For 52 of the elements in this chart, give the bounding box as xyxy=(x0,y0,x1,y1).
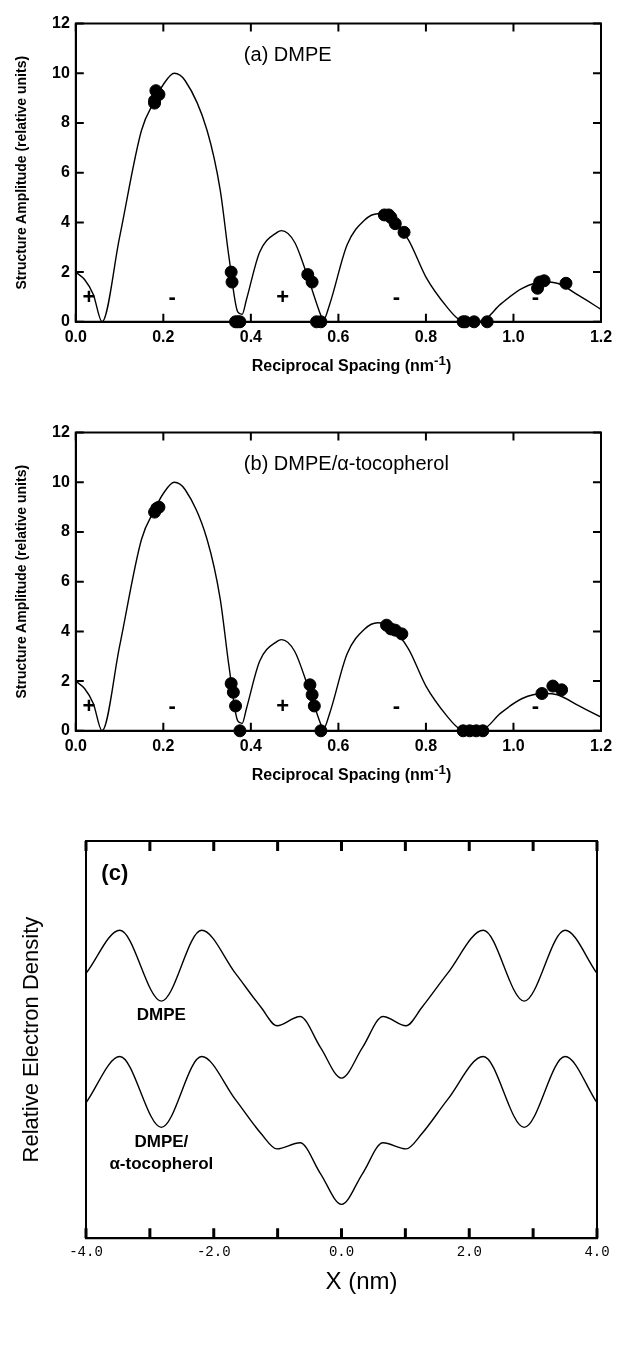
x-tick-label: 0.6 xyxy=(327,327,350,345)
y-tick-label: 6 xyxy=(60,572,70,590)
y-tick-label: 2 xyxy=(60,671,70,689)
y-tick-label: 4 xyxy=(60,212,70,230)
x-tick-label: -4.0 xyxy=(69,1243,103,1260)
y-tick-label: 10 xyxy=(52,473,70,491)
y-tick-label: 4 xyxy=(60,622,70,640)
annotation: - xyxy=(168,283,176,309)
y-axis-title: Structure Amplitude (relative units) xyxy=(12,465,29,699)
y-tick-label: 12 xyxy=(52,14,70,32)
y-tick-label: 2 xyxy=(60,262,70,280)
x-tick-label: 0.6 xyxy=(327,737,350,755)
annotation: - xyxy=(392,693,401,719)
series-label: DMPE/α-tocopherol xyxy=(109,1131,214,1173)
x-tick-label: 0.2 xyxy=(152,327,175,345)
x-tick-label: 0.2 xyxy=(152,737,175,755)
x-tick-label: 0.0 xyxy=(64,737,88,755)
y-tick-label: 8 xyxy=(60,113,70,131)
x-tick-label: -2.0 xyxy=(196,1243,231,1260)
x-tick-label: 1.2 xyxy=(589,327,613,345)
annotation: + xyxy=(276,283,290,309)
y-tick-label: 6 xyxy=(60,163,70,181)
x-tick-label: 0.4 xyxy=(239,737,263,755)
annotation: + xyxy=(276,693,290,719)
x-tick-label: 0.0 xyxy=(328,1243,355,1260)
y-tick-label: 12 xyxy=(52,423,70,441)
y-axis-title: Relative Electron Density xyxy=(18,916,44,1163)
x-axis-title: Reciprocal Spacing (nm$^{-1}$) xyxy=(250,762,453,785)
y-tick-label: 10 xyxy=(52,63,70,81)
x-axis-title: Reciprocal Spacing (nm$^{-1}$) xyxy=(250,353,453,376)
x-tick-label: 0.8 xyxy=(414,327,438,345)
x-axis-title: X (nm) xyxy=(324,1266,399,1295)
chart-title: (c) xyxy=(101,859,129,885)
x-tick-label: 1.2 xyxy=(589,737,613,755)
y-tick-label: 0 xyxy=(60,312,70,330)
x-tick-label: 0.0 xyxy=(64,327,88,345)
annotation: - xyxy=(531,283,540,309)
x-tick-label: 1.0 xyxy=(502,737,525,755)
y-tick-label: 0 xyxy=(60,721,70,739)
annotation: - xyxy=(168,693,176,719)
y-tick-label: 8 xyxy=(60,522,70,540)
series-label: DMPE xyxy=(136,1004,186,1024)
text: (b) DMPE/α-tocopherol xyxy=(243,452,449,475)
x-tick-label: 1.0 xyxy=(502,327,525,345)
x-tick-label: 4.0 xyxy=(584,1243,610,1260)
text: (a) DMPE xyxy=(243,43,332,66)
x-tick-label: 2.0 xyxy=(456,1243,482,1260)
x-tick-label: 0.4 xyxy=(239,327,263,345)
annotation: - xyxy=(392,283,401,309)
annotation: - xyxy=(531,693,540,719)
y-axis-title: Structure Amplitude (relative units) xyxy=(12,55,29,290)
x-tick-label: 0.8 xyxy=(414,737,438,755)
